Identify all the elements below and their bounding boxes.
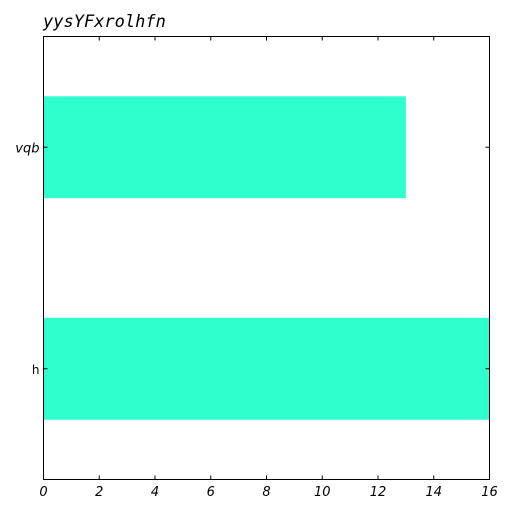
xtick-label-2: 2 — [95, 485, 103, 500]
xtick-label-16: 16 — [481, 485, 498, 500]
chart-title: yysYFxrolhfn — [42, 12, 166, 32]
xtick-label-8: 8 — [262, 485, 270, 500]
ticks-layer: vqb h 0 2 4 6 8 10 12 14 16 — [15, 36, 498, 500]
xtick-label-6: 6 — [207, 485, 215, 500]
xtick-label-12: 12 — [370, 485, 387, 500]
xtick-label-10: 10 — [314, 485, 331, 500]
xtick-label-0: 0 — [39, 485, 47, 500]
plot-frame — [43, 36, 490, 480]
xtick-label-4: 4 — [151, 485, 159, 500]
ytick-label-vqb: vqb — [15, 141, 39, 156]
xtick-label-14: 14 — [425, 485, 442, 500]
bars-layer — [43, 96, 490, 420]
bar-vqb — [43, 96, 406, 199]
ytick-label-h: h — [32, 363, 40, 377]
bar-h — [43, 317, 490, 420]
